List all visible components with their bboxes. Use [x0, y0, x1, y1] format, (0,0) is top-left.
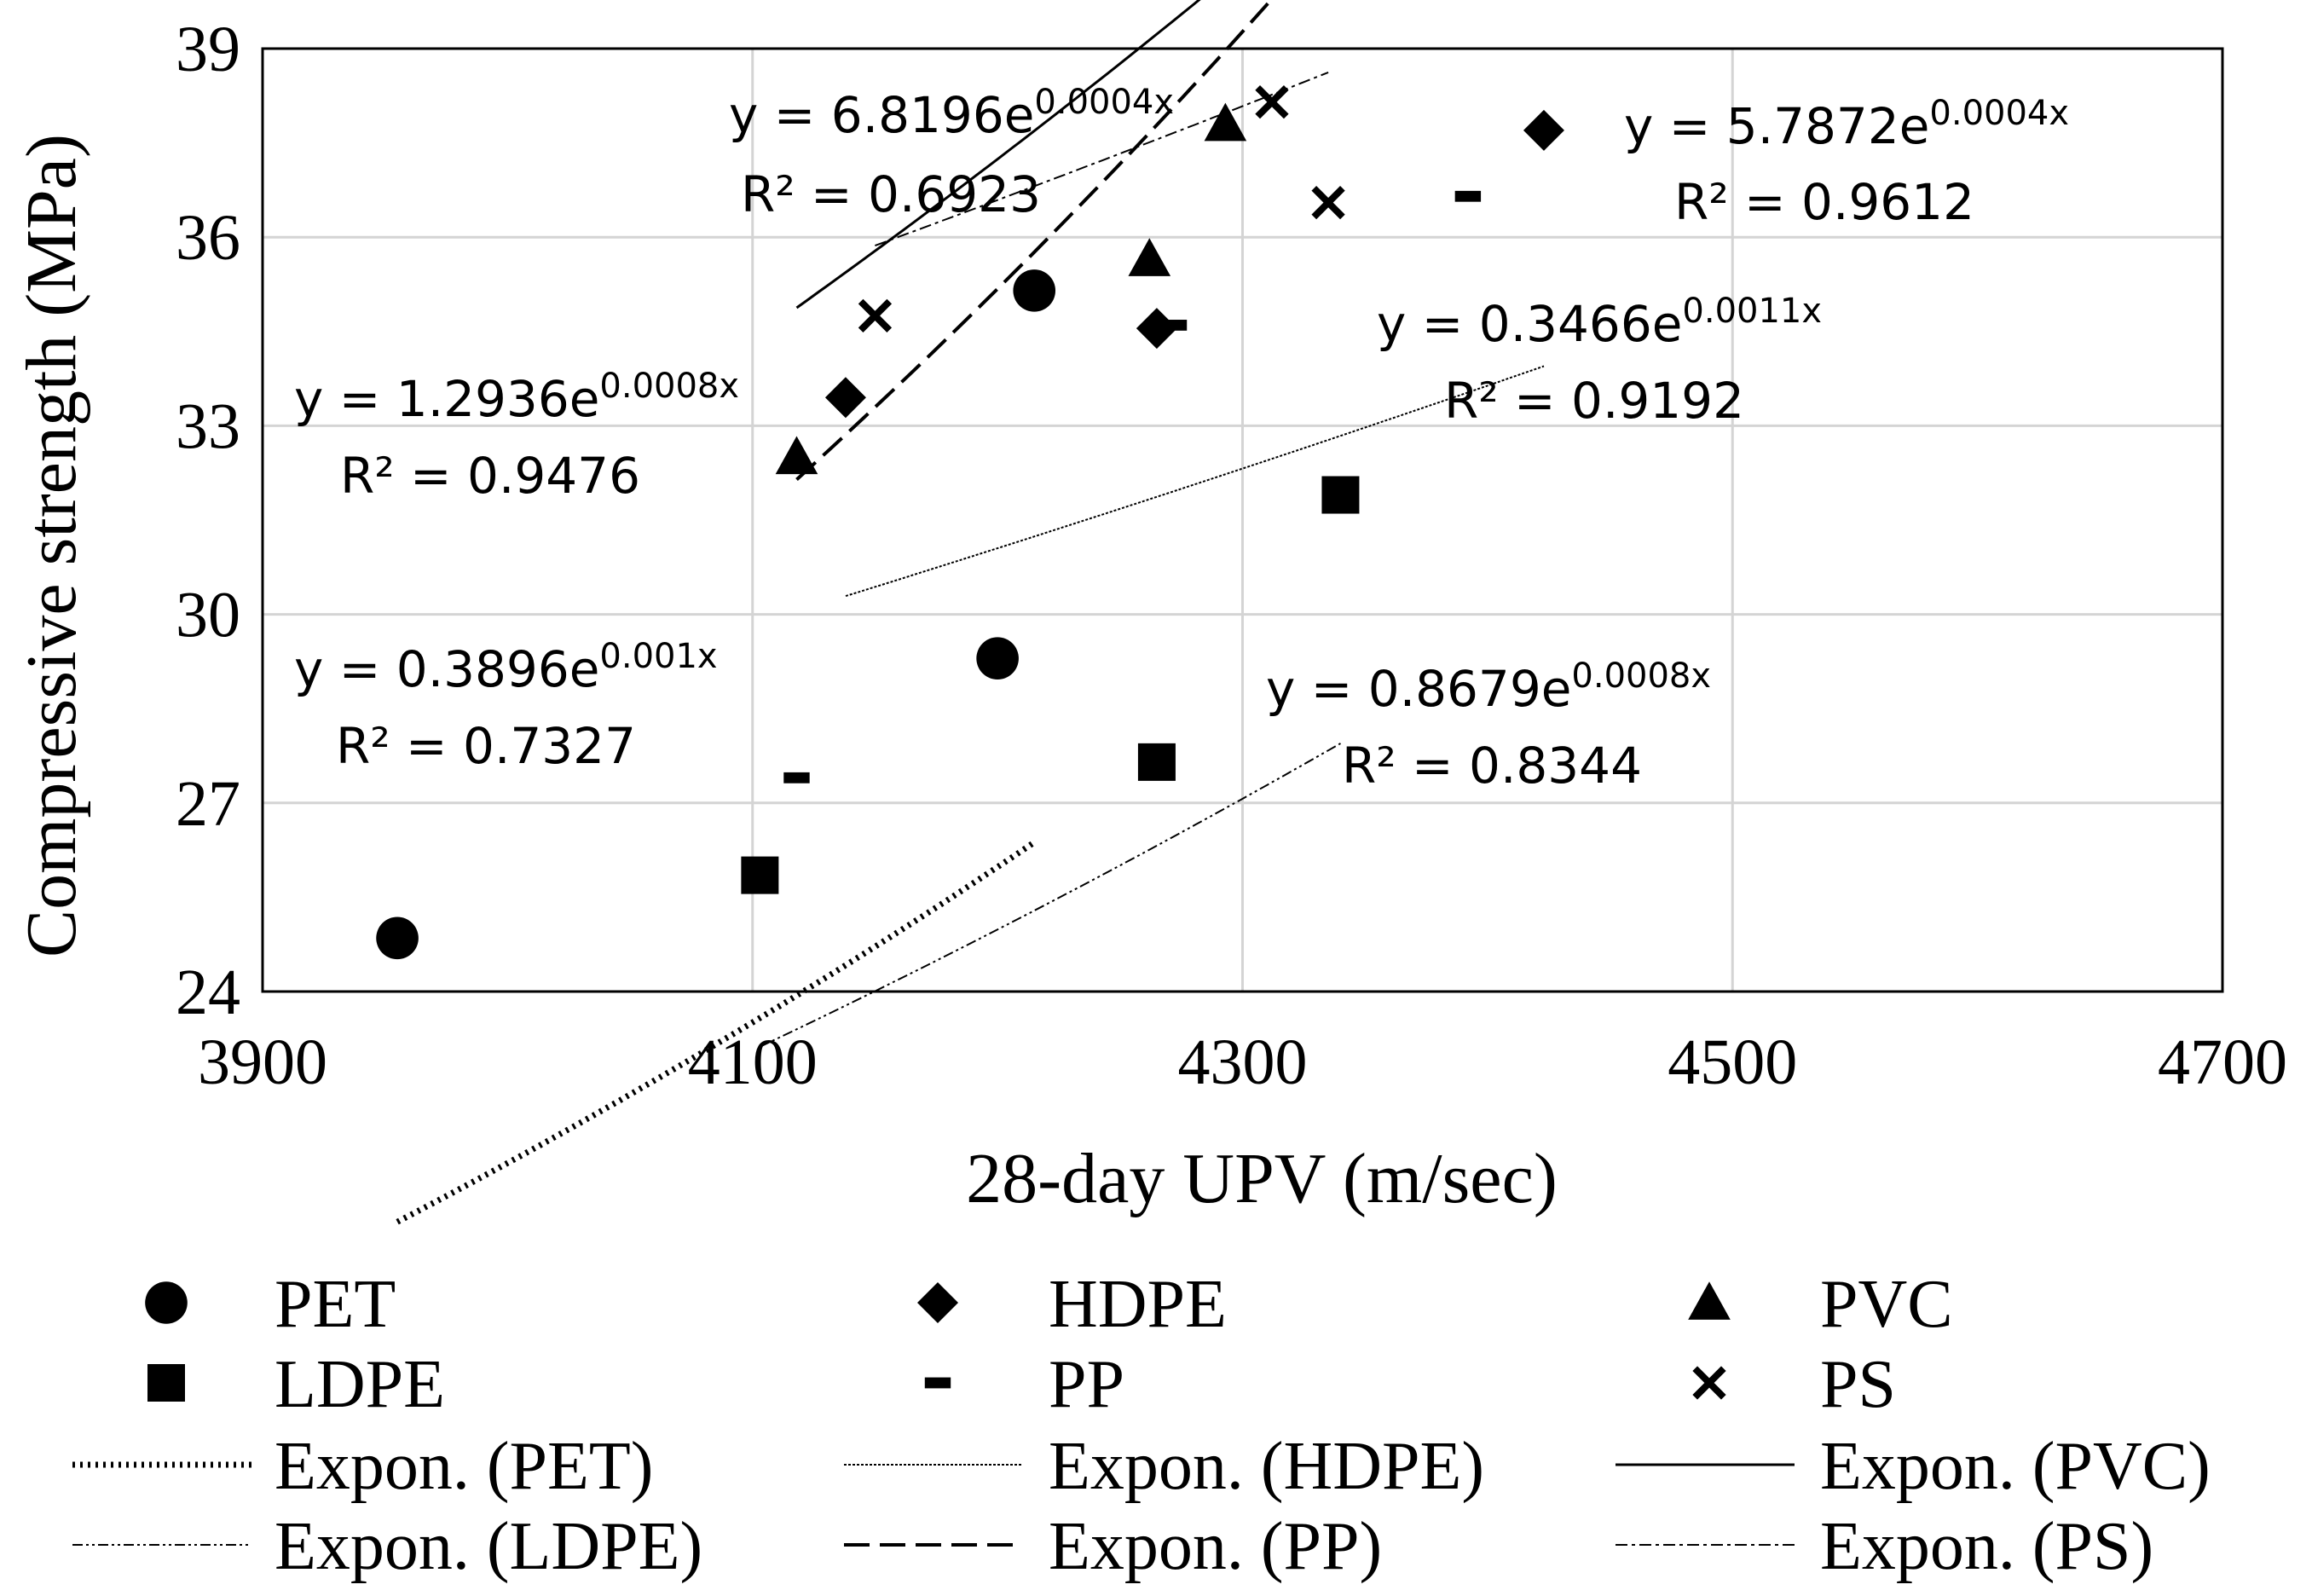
x-axis-title: 28-day UPV (m/sec): [966, 1139, 1558, 1218]
legend-marker-pet: [145, 1281, 188, 1324]
point-ps: [1255, 85, 1289, 119]
trend-equations: y = 0.3896e0.001x R² = 0.7327 y = 5.7872e0…: [294, 83, 2069, 795]
r2-pp: R² = 0.9192: [1444, 372, 1744, 430]
equation-ldpe: y = 0.8679e0.0008x: [1266, 656, 1711, 718]
point-ldpe: [741, 856, 779, 894]
point-pet: [1013, 269, 1056, 312]
r2-hdpe: R² = 0.9612: [1674, 173, 1974, 231]
legend-marker-hdpe: [917, 1282, 958, 1323]
data-points: [376, 85, 1564, 960]
point-ps: [858, 298, 893, 332]
legend-label-pp: PP: [1049, 1347, 1124, 1422]
legend-trend-label-ldpe: Expon. (LDPE): [275, 1509, 702, 1584]
legend-trend-label-pp: Expon. (PP): [1049, 1509, 1382, 1584]
y-tick-label: 39: [176, 14, 240, 85]
y-tick-label: 36: [176, 202, 240, 274]
point-pp: [1454, 190, 1482, 202]
r2-ldpe: R² = 0.8344: [1342, 737, 1642, 795]
legend-trend-label-pvc: Expon. (PVC): [1820, 1429, 2211, 1504]
point-ps: [1311, 186, 1345, 220]
r2-pvc: R² = 0.9476: [340, 447, 640, 505]
legend-trend-label-pet: Expon. (PET): [275, 1429, 653, 1504]
r2-ps: R² = 0.6923: [741, 165, 1041, 223]
y-axis-title: Compressive strength (MPa): [12, 134, 91, 957]
trendline-ps: [875, 71, 1329, 247]
legend-label-pet: PET: [275, 1267, 396, 1342]
r2-pet: R² = 0.7327: [336, 717, 636, 775]
equation-hdpe: y = 5.7872e0.0004x: [1624, 94, 2069, 155]
trendline-pet: [396, 840, 1037, 1225]
point-hdpe: [1523, 109, 1564, 151]
legend-marker-ps: [1692, 1366, 1726, 1400]
equation-pvc: y = 1.2936e0.0008x: [294, 367, 739, 428]
y-tick-label: 27: [176, 768, 240, 840]
point-pet: [376, 917, 419, 960]
y-tick-label: 24: [176, 957, 240, 1028]
point-pp: [783, 772, 810, 784]
legend-label-hdpe: HDPE: [1049, 1267, 1227, 1342]
point-hdpe: [824, 377, 866, 419]
legend-marker-pp: [924, 1377, 951, 1389]
x-tick-label: 4500: [1668, 1026, 1797, 1098]
trendline-hdpe: [845, 365, 1545, 598]
legend-label-ps: PS: [1820, 1347, 1896, 1422]
point-pet: [976, 637, 1019, 680]
legend-label-pvc: PVC: [1820, 1267, 1953, 1342]
legend-trend-label-ps: Expon. (PS): [1820, 1509, 2153, 1584]
point-pvc: [1128, 238, 1171, 276]
trendline-pp: [795, 0, 1274, 481]
point-pvc: [1204, 102, 1247, 142]
legend-trend-label-hdpe: Expon. (HDPE): [1049, 1429, 1484, 1504]
point-ldpe: [1137, 743, 1176, 781]
equation-pp: y = 0.3466e0.0011x: [1377, 292, 1822, 353]
trendlines: [396, 0, 1545, 1225]
trendline-pvc: [795, 0, 1201, 309]
plot-frame: [261, 47, 2224, 993]
x-tick-label: 4100: [688, 1026, 818, 1098]
point-pvc: [775, 436, 818, 475]
legend-label-ldpe: LDPE: [275, 1347, 445, 1422]
point-hdpe: [1136, 308, 1177, 350]
trendline-ldpe: [759, 743, 1341, 1048]
x-tick-label: 3900: [198, 1026, 327, 1098]
point-pp: [1160, 320, 1188, 331]
x-tick-label: 4300: [1178, 1026, 1308, 1098]
equation-pet: y = 0.3896e0.001x: [294, 637, 718, 698]
x-tick-label: 4700: [2158, 1026, 2287, 1098]
legend-marker-ldpe: [147, 1364, 185, 1402]
point-ldpe: [1321, 476, 1360, 514]
y-tick-label: 33: [176, 390, 240, 462]
equation-ps: y = 6.8196e0.0004x: [729, 83, 1174, 144]
legend-marker-pvc: [1688, 1281, 1731, 1320]
y-tick-label: 30: [176, 580, 240, 651]
legend: PET HDPE PVC LDPE PP PS Expon. (PET) Expon. (HD…: [72, 1267, 2211, 1584]
tick-labels: 3900 4100 4300 4500 4700 24 27 30 33 36 39: [176, 14, 2287, 1098]
